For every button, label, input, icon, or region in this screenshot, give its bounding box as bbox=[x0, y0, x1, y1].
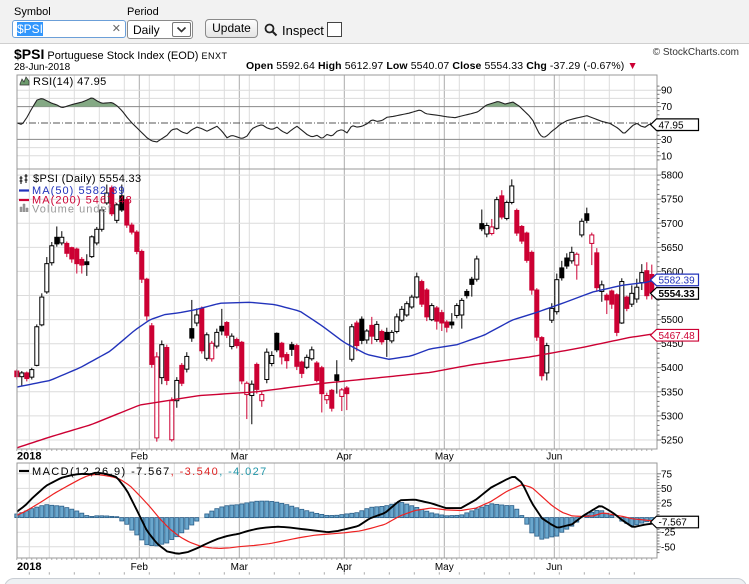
svg-text:-50: -50 bbox=[661, 542, 676, 553]
svg-text:$PSI (Daily) 5554.33: $PSI (Daily) 5554.33 bbox=[33, 173, 142, 185]
svg-text:5700: 5700 bbox=[661, 219, 684, 230]
svg-text:5450: 5450 bbox=[661, 339, 684, 350]
svg-text:90: 90 bbox=[661, 86, 673, 97]
svg-text:5400: 5400 bbox=[661, 363, 684, 374]
svg-text:Apr: Apr bbox=[337, 562, 353, 573]
svg-text:30: 30 bbox=[661, 135, 673, 146]
svg-text:-7.567: -7.567 bbox=[659, 518, 688, 529]
svg-text:5600: 5600 bbox=[661, 267, 684, 278]
svg-text:Feb: Feb bbox=[131, 562, 149, 573]
svg-text:5650: 5650 bbox=[661, 243, 684, 254]
svg-text:5350: 5350 bbox=[661, 387, 684, 398]
svg-text:Feb: Feb bbox=[131, 452, 149, 463]
svg-text:5582.39: 5582.39 bbox=[659, 276, 696, 287]
svg-text:MA(50) 5582.39: MA(50) 5582.39 bbox=[32, 185, 126, 197]
svg-text:5300: 5300 bbox=[661, 411, 684, 422]
svg-text:10: 10 bbox=[661, 151, 673, 162]
svg-text:5467.48: 5467.48 bbox=[659, 331, 696, 342]
svg-text:2018: 2018 bbox=[17, 561, 41, 573]
svg-text:5750: 5750 bbox=[661, 195, 684, 206]
svg-text:70: 70 bbox=[661, 102, 673, 113]
svg-text:5250: 5250 bbox=[661, 435, 684, 446]
svg-text:RSI(14) 47.95: RSI(14) 47.95 bbox=[33, 76, 107, 88]
svg-text:-25: -25 bbox=[661, 528, 676, 539]
svg-text:75: 75 bbox=[661, 469, 673, 480]
svg-text:MA(200) 5467.48: MA(200) 5467.48 bbox=[32, 195, 133, 207]
svg-text:Volume undef: Volume undef bbox=[32, 204, 112, 216]
svg-text:Mar: Mar bbox=[231, 562, 249, 573]
svg-text:May: May bbox=[435, 562, 454, 573]
svg-text:May: May bbox=[435, 452, 454, 463]
svg-text:50: 50 bbox=[661, 484, 673, 495]
svg-text:47.95: 47.95 bbox=[659, 120, 684, 131]
svg-text:Mar: Mar bbox=[231, 452, 249, 463]
svg-text:5554.33: 5554.33 bbox=[659, 289, 696, 300]
svg-text:Jun: Jun bbox=[546, 452, 562, 463]
svg-text:5500: 5500 bbox=[661, 315, 684, 326]
svg-text:2018: 2018 bbox=[17, 451, 41, 463]
svg-text:MACD(12,26,9) -7.567, -3.540,: MACD(12,26,9) -7.567, -3.540, -4.027 bbox=[32, 466, 268, 478]
svg-text:5800: 5800 bbox=[661, 171, 684, 182]
svg-text:25: 25 bbox=[661, 499, 673, 510]
svg-text:Jun: Jun bbox=[546, 562, 562, 573]
svg-text:Apr: Apr bbox=[337, 452, 353, 463]
